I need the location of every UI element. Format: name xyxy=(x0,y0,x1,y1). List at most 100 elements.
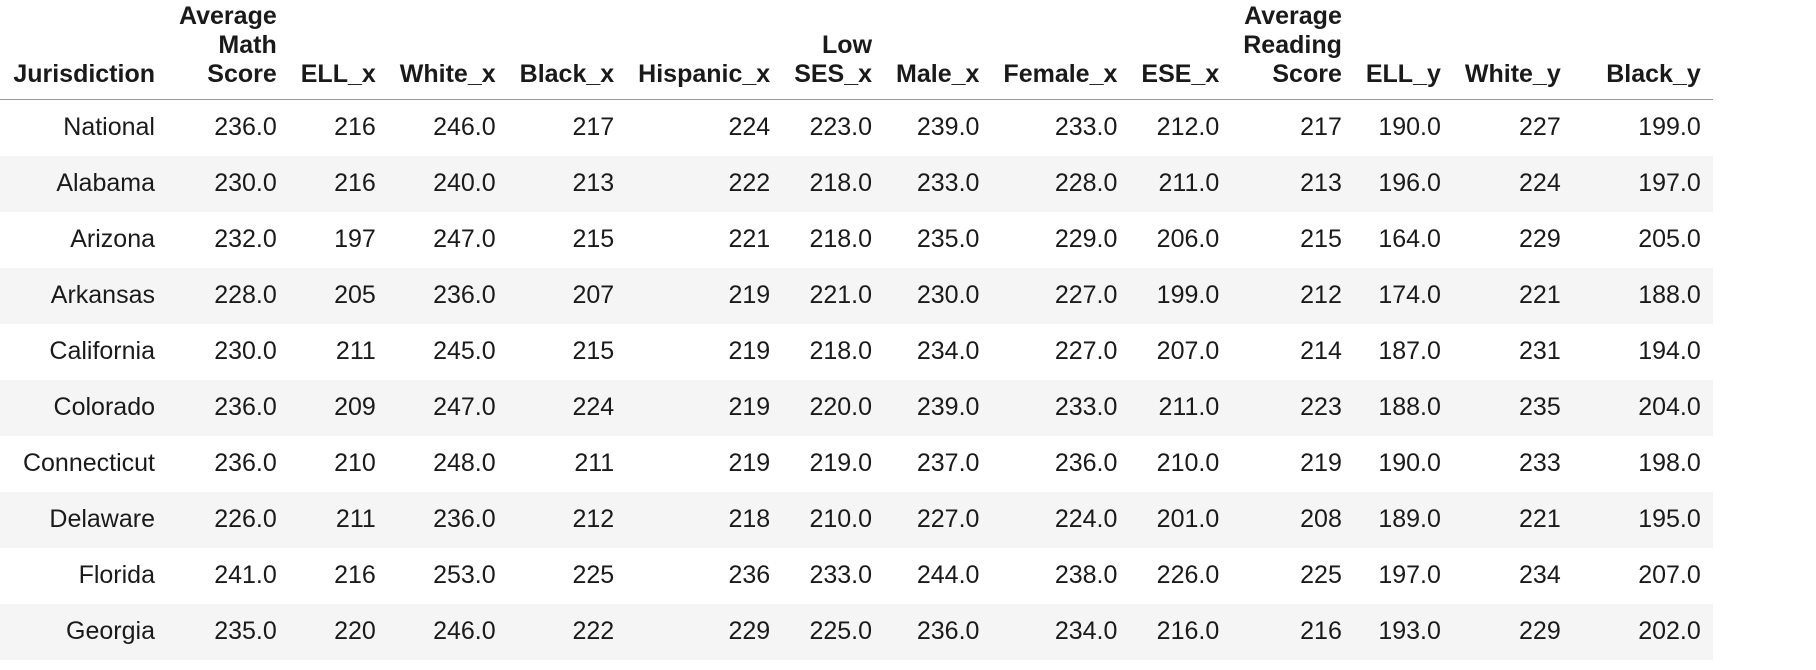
column-header-line: Male_x xyxy=(896,60,980,88)
table-cell: 229 xyxy=(1519,617,1561,645)
table-cell: 233 xyxy=(1519,449,1561,477)
table-cell: 236.0 xyxy=(916,617,980,645)
table-cell: 217 xyxy=(572,113,615,142)
table-cell: 227.0 xyxy=(916,505,980,533)
table-cell: 225 xyxy=(1300,561,1342,589)
column-header-line: Reading xyxy=(1243,31,1342,59)
table-cell: 238.0 xyxy=(1054,561,1118,589)
column-header-line: Score xyxy=(1272,60,1342,88)
table-row: Georgia 235.0 220 246.0 222 229 225.0 236.0 234.… xyxy=(0,603,1713,660)
table-cell: 202.0 xyxy=(1638,617,1701,645)
table-cell: 233.0 xyxy=(809,561,873,589)
table-cell: 211 xyxy=(574,449,615,477)
table-cell: 212.0 xyxy=(1156,113,1220,142)
column-header-line: Average xyxy=(179,2,277,30)
table-cell: 227 xyxy=(1519,113,1561,142)
table-cell: 207.0 xyxy=(1638,561,1701,589)
table-row: Arizona 232.0 197 247.0 215 221 218.0 235.0 229.… xyxy=(0,211,1713,268)
table-cell: 239.0 xyxy=(916,393,980,421)
table-cell: 174.0 xyxy=(1378,281,1441,309)
table-cell: 247.0 xyxy=(433,393,496,421)
row-label-cell: Arkansas xyxy=(50,281,155,309)
table-cell: 227.0 xyxy=(1054,281,1118,309)
table-cell: 188.0 xyxy=(1378,393,1441,421)
table-cell: 188.0 xyxy=(1638,281,1701,309)
table-cell: 205 xyxy=(334,281,376,309)
table-cell: 222 xyxy=(728,169,771,197)
table-cell: 229 xyxy=(1519,225,1561,253)
table-cell: 211 xyxy=(335,337,376,365)
column-header: ELL_y xyxy=(1354,0,1453,100)
table-cell: 204.0 xyxy=(1638,393,1701,421)
row-label-cell: Colorado xyxy=(53,393,155,421)
table-header: Jurisdiction Average Math Score ELL_x White_x… xyxy=(0,0,1713,100)
table-cell: 196.0 xyxy=(1378,169,1441,197)
table-cell: 197.0 xyxy=(1638,169,1701,197)
column-header-line: White_y xyxy=(1464,60,1561,88)
table-cell: 207 xyxy=(572,281,615,309)
table-cell: 220.0 xyxy=(809,393,873,421)
table-cell: 224 xyxy=(728,113,771,142)
header-row: Jurisdiction Average Math Score ELL_x White_x… xyxy=(0,0,1713,100)
table-cell: 235.0 xyxy=(916,225,980,253)
table-cell: 216 xyxy=(334,113,376,142)
table-cell: 218.0 xyxy=(809,337,873,365)
table-cell: 236.0 xyxy=(1054,449,1118,477)
table-row: Colorado 236.0 209 247.0 224 219 220.0 239.0 233… xyxy=(0,379,1713,436)
column-header: Average Math Score xyxy=(167,0,289,100)
table-cell: 187.0 xyxy=(1378,337,1441,365)
table-cell: 198.0 xyxy=(1638,449,1701,477)
table-cell: 228.0 xyxy=(1054,169,1118,197)
column-header: ESE_x xyxy=(1129,0,1231,100)
table-cell: 218 xyxy=(728,505,771,533)
table-cell: 253.0 xyxy=(433,561,496,589)
table-cell: 241.0 xyxy=(214,561,277,589)
table-cell: 232.0 xyxy=(214,225,277,253)
table-cell: 236.0 xyxy=(214,449,277,477)
table-cell: 201.0 xyxy=(1156,505,1220,533)
table-cell: 213 xyxy=(572,169,615,197)
column-header-line: Low xyxy=(822,31,873,59)
table-cell: 219 xyxy=(728,281,771,309)
table-cell: 219 xyxy=(1300,449,1342,477)
column-header-line: Average xyxy=(1244,2,1342,30)
column-header-line: White_x xyxy=(399,60,496,88)
column-header: Low SES_x xyxy=(782,0,884,100)
table-cell: 237.0 xyxy=(916,449,980,477)
table-cell: 236 xyxy=(728,561,771,589)
table-cell: 231 xyxy=(1519,337,1561,365)
table-cell: 248.0 xyxy=(433,449,496,477)
table-cell: 221 xyxy=(1519,281,1561,309)
table-cell: 205.0 xyxy=(1638,225,1701,253)
table-cell: 235 xyxy=(1519,393,1561,421)
table-cell: 212 xyxy=(572,505,615,533)
table-cell: 219.0 xyxy=(809,449,873,477)
table-row: Connecticut 236.0 210 248.0 211 219 219.0 237.0… xyxy=(0,435,1713,492)
table-body: National 236.0 216 246.0 217 224 223.0 239.0 233… xyxy=(0,99,1713,660)
column-header: Hispanic_x xyxy=(626,0,782,100)
table-cell: 197.0 xyxy=(1378,561,1441,589)
column-header-line: Black_y xyxy=(1606,60,1701,88)
table-row: California 230.0 211 245.0 215 219 218.0 234.0 2… xyxy=(0,323,1713,380)
column-header-line: Math xyxy=(218,31,277,59)
table-cell: 211.0 xyxy=(1158,393,1220,421)
column-header-line: ELL_x xyxy=(300,60,376,88)
table-cell: 223 xyxy=(1300,393,1342,421)
table-cell: 211 xyxy=(335,505,376,533)
column-header: White_y xyxy=(1453,0,1573,100)
table-cell: 233.0 xyxy=(916,169,980,197)
table-cell: 221 xyxy=(728,225,771,253)
table-cell: 235.0 xyxy=(214,617,277,645)
table-cell: 220 xyxy=(334,617,376,645)
row-label-cell: Florida xyxy=(78,561,155,589)
row-label-cell: Georgia xyxy=(66,617,155,645)
column-header: Black_y xyxy=(1573,0,1713,100)
table-cell: 230.0 xyxy=(214,337,277,365)
table-row: National 236.0 216 246.0 217 224 223.0 239.0 233… xyxy=(0,99,1713,156)
table-cell: 218.0 xyxy=(809,169,873,197)
column-header-line: Jurisdiction xyxy=(13,60,155,88)
table-cell: 246.0 xyxy=(433,617,496,645)
row-label-cell: National xyxy=(63,113,155,142)
table-cell: 189.0 xyxy=(1378,505,1441,533)
